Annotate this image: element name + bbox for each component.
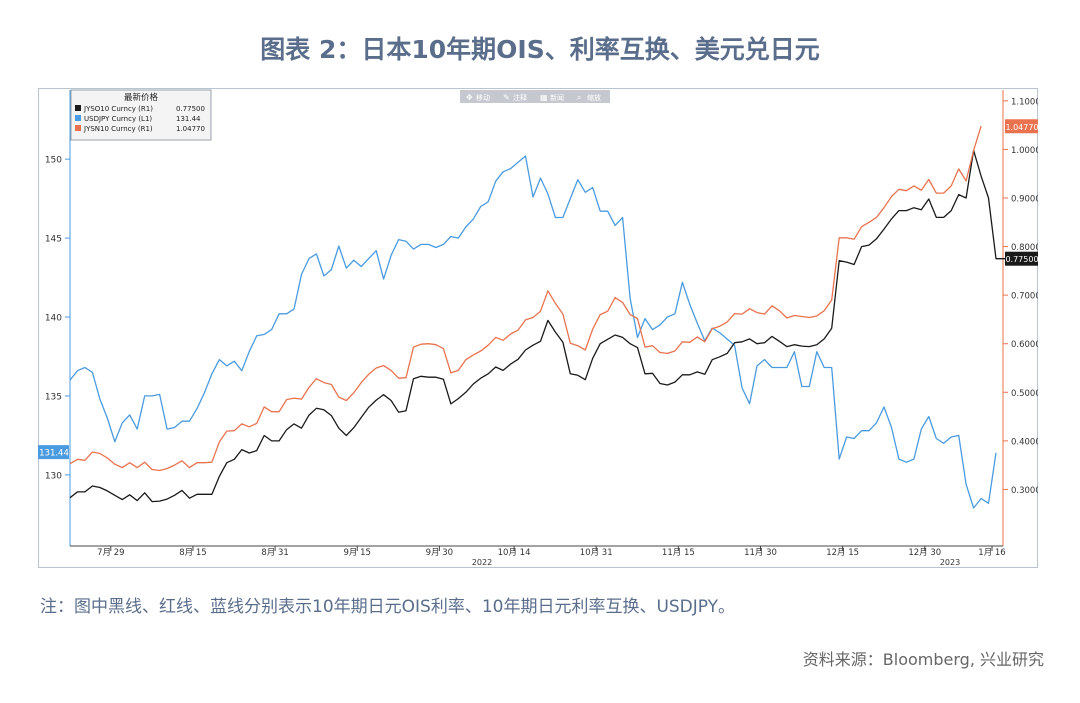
pan-icon[interactable]: ✥ xyxy=(466,93,473,102)
x-tick-label: 12月 15 xyxy=(826,548,859,558)
series-line-usdjpy xyxy=(69,155,997,509)
pen-icon[interactable]: ✎ xyxy=(503,93,510,102)
legend-swatch xyxy=(75,115,81,121)
legend-entry-label: USDJPY Curncy (L1) xyxy=(84,115,152,123)
jysn10-last-tag xyxy=(1005,119,1038,134)
x-axis: 7月 29 8月 15 8月 31 9月 15 9月 30 10月 14 10月 31 11月… xyxy=(70,545,1006,567)
x-tick-label: 9月 15 xyxy=(344,548,371,558)
x-tick-label: 11月 30 xyxy=(744,548,777,558)
x-tick-label: 8月 15 xyxy=(179,548,206,558)
figure-note: 注：图中黑线、红线、蓝线分别表示10年期日元OIS利率、10年期日元利率互换、U… xyxy=(40,597,736,617)
value-tags: 131.44 1.04770 0.77500 xyxy=(38,119,1038,460)
legend-swatch xyxy=(75,105,81,111)
toolbar-item-label[interactable]: 缩放 xyxy=(587,93,601,102)
source-label: 资料来源：Bloomberg, 兴业研究 xyxy=(802,650,1044,669)
legend-title: 最新价格 xyxy=(124,92,159,103)
left-tick-label: 135 xyxy=(45,392,62,402)
right-tick-label: 1.10000 xyxy=(1011,97,1038,107)
right-tick-label: 0.40000 xyxy=(1011,437,1038,447)
x-tick-label: 1月 16 xyxy=(978,548,1005,558)
plot-lines xyxy=(69,125,1011,509)
legend-entry-value: 0.77500 xyxy=(176,105,205,113)
toolbar-item-label[interactable]: 注释 xyxy=(513,93,527,102)
series-line-jysn10 xyxy=(69,125,982,472)
legend-swatch xyxy=(75,125,81,131)
legend-entry-value: 1.04770 xyxy=(176,125,205,133)
toolbar-item-label[interactable]: 移动 xyxy=(476,93,490,102)
right-tick-label: 0.50000 xyxy=(1011,389,1038,399)
usdjpy-last-label: 131.44 xyxy=(39,449,69,459)
figure-title: 图表 2：日本10年期OIS、利率互换、美元兑日元 xyxy=(260,35,820,64)
left-axis: 130 135 140 145 150 xyxy=(45,90,71,546)
toolbar[interactable]: ✥ 移动 ✎ 注释 ▦ 新闻 ⌕ 缩放 xyxy=(460,90,610,103)
x-tick-label: 8月 31 xyxy=(261,548,288,558)
left-tick-label: 150 xyxy=(45,156,62,166)
right-axis: 0.30000 0.40000 0.50000 0.60000 0.70000 0.800… xyxy=(1002,90,1038,546)
jysn10-last-label: 1.04770 xyxy=(1005,123,1038,132)
legend-entry-label: JYSN10 Curncy (R1) xyxy=(83,125,153,133)
legend-entry-value: 131.44 xyxy=(176,115,201,123)
right-tick-label: 0.60000 xyxy=(1011,340,1038,350)
right-tick-label: 0.90000 xyxy=(1011,195,1038,205)
left-tick-label: 140 xyxy=(45,314,62,324)
zoom-icon[interactable]: ⌕ xyxy=(577,93,581,102)
x-tick-label: 10月 14 xyxy=(498,548,531,558)
toolbar-bg xyxy=(460,90,610,103)
jyso10-last-tag xyxy=(1005,251,1038,266)
toolbar-item-label[interactable]: 新闻 xyxy=(550,93,564,102)
right-tick-label: 0.30000 xyxy=(1011,486,1038,496)
x-tick-label: 11月 15 xyxy=(662,548,695,558)
right-tick-label: 0.70000 xyxy=(1011,292,1038,302)
line-chart: ✥移动 ✎注释 ▦新闻 ⌕ 缩放 130 135 140 145 150 0.30000 0.40… xyxy=(38,88,1038,568)
x-tick-label: 7月 29 xyxy=(97,548,124,558)
right-tick-label: 0.80000 xyxy=(1011,243,1038,253)
legend: 最新价格 JYSO10 Curncy (R1) 0.77500 USDJPY Curn… xyxy=(70,89,212,141)
grid-icon[interactable]: ▦ xyxy=(540,93,548,102)
usdjpy-last-tag xyxy=(38,445,69,460)
left-tick-label: 130 xyxy=(45,471,62,481)
x-tick-label: 12月 30 xyxy=(908,548,941,558)
x-year-label: 2022 xyxy=(472,558,492,567)
x-tick-label: 9月 30 xyxy=(426,548,453,558)
right-tick-label: 1.00000 xyxy=(1011,146,1038,156)
x-year-label: 2023 xyxy=(940,558,960,567)
left-tick-label: 145 xyxy=(45,235,62,245)
legend-box xyxy=(70,89,212,141)
legend-entry-label: JYSO10 Curncy (R1) xyxy=(83,105,153,113)
x-tick-label: 10月 31 xyxy=(580,548,613,558)
chart-frame xyxy=(38,88,1038,568)
series-line-jyso10 xyxy=(69,149,1011,503)
jyso10-last-label: 0.77500 xyxy=(1005,255,1038,264)
